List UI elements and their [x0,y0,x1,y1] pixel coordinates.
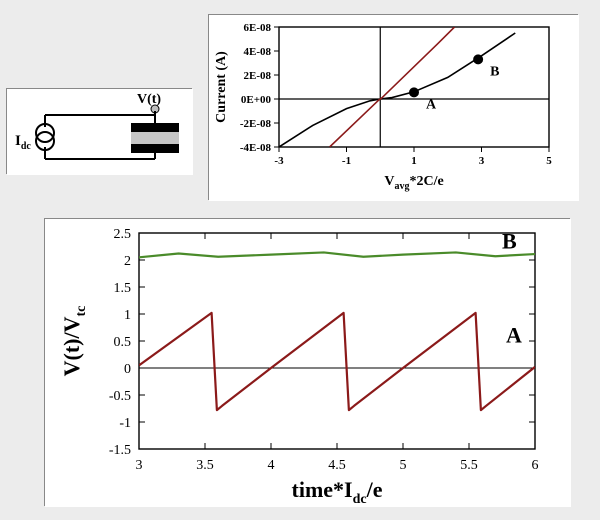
svg-text:5: 5 [400,458,407,473]
iv-chart-panel: -3 -1 1 3 5 -4E-08 -2E-08 0E+00 2E-08 4E-08 6E-08 A… [208,14,578,200]
svg-text:B: B [490,64,499,79]
svg-text:B: B [502,229,517,254]
svg-text:A: A [426,97,437,112]
svg-text:2E-08: 2E-08 [244,70,272,82]
svg-text:V(t): V(t) [137,92,161,107]
svg-text:-1.5: -1.5 [109,443,131,458]
svg-text:1.5: 1.5 [114,281,132,296]
svg-text:0.5: 0.5 [114,335,132,350]
svg-text:4E-08: 4E-08 [244,46,272,58]
svg-text:3.5: 3.5 [196,458,214,473]
svg-text:-4E-08: -4E-08 [240,142,272,154]
svg-text:4.5: 4.5 [328,458,346,473]
iv-chart: -3 -1 1 3 5 -4E-08 -2E-08 0E+00 2E-08 4E-08 6E-08 A… [209,15,579,201]
svg-text:-3: -3 [274,155,284,167]
svg-text:-1: -1 [342,155,351,167]
svg-text:Current (A): Current (A) [214,51,229,123]
svg-text:3: 3 [136,458,143,473]
svg-text:A: A [506,322,522,347]
svg-text:-1: -1 [119,416,131,431]
svg-text:4: 4 [268,458,275,473]
svg-text:1: 1 [124,308,131,323]
svg-text:2: 2 [124,254,131,269]
svg-text:0E+00: 0E+00 [241,94,272,106]
svg-text:-2E-08: -2E-08 [240,118,272,130]
svg-text:6E-08: 6E-08 [244,22,272,34]
svg-text:2.5: 2.5 [114,227,132,242]
svg-text:5.5: 5.5 [460,458,478,473]
svg-text:3: 3 [479,155,485,167]
svg-text:6: 6 [532,458,539,473]
svg-text:-0.5: -0.5 [109,389,131,404]
svg-text:1: 1 [411,155,417,167]
circuit-svg: IdcV(t) [7,89,193,175]
svg-text:0: 0 [124,362,131,377]
time-chart-panel: 33.544.555.56-1.5-1-0.500.511.522.5BAtim… [44,218,570,506]
circuit-diagram-panel: IdcV(t) [6,88,192,174]
svg-text:5: 5 [546,155,552,167]
time-chart: 33.544.555.56-1.5-1-0.500.511.522.5BAtim… [45,219,571,507]
